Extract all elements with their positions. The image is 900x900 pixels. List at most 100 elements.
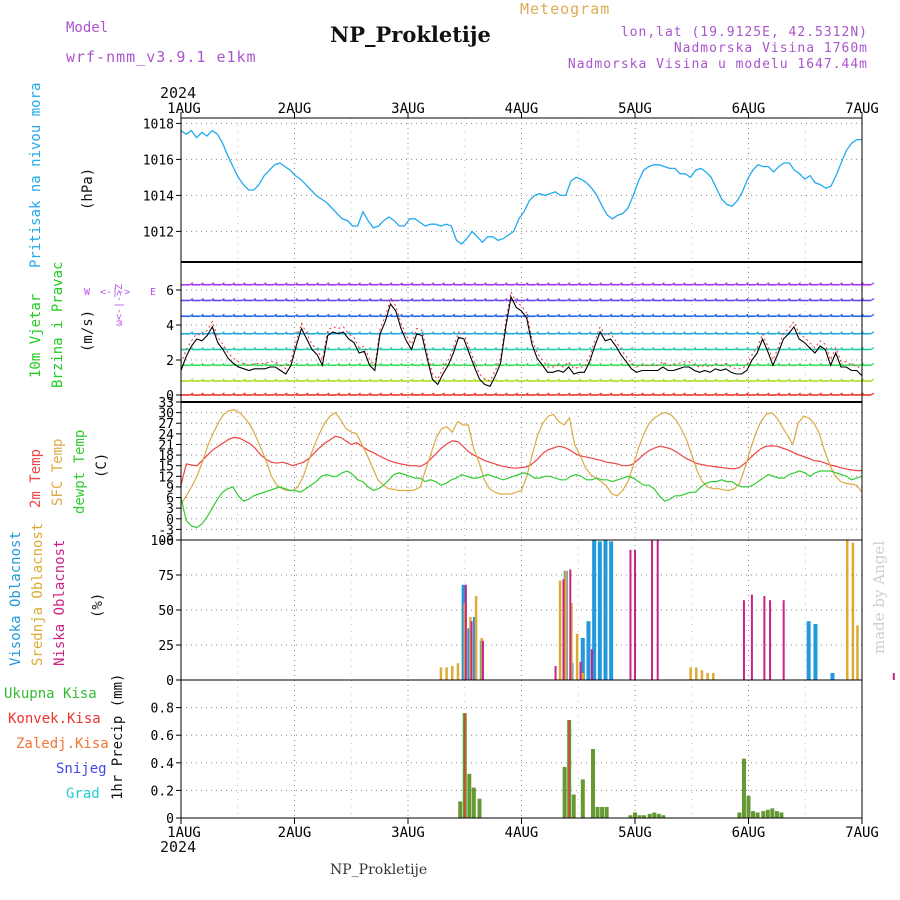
wind-arrow-head xyxy=(828,282,833,286)
wind-arrow-head xyxy=(441,378,445,382)
wind-arrow-head xyxy=(503,282,508,286)
wind-arrow-head xyxy=(797,313,802,317)
wind-arrow-head xyxy=(294,362,299,366)
wind-arrow-head xyxy=(692,346,697,351)
y-tick-label: 0.8 xyxy=(151,702,174,717)
wind-arrow-head xyxy=(200,346,204,351)
wind-arrow-head xyxy=(545,392,550,396)
wind-arrow-head xyxy=(755,378,760,382)
wind-arrow-head xyxy=(304,378,309,382)
wind-arrow-head xyxy=(336,297,341,302)
wind-arrow-head xyxy=(535,282,540,286)
wind-arrow-head xyxy=(577,362,582,366)
wind-arrow-head xyxy=(556,297,561,302)
wind-arrow-head xyxy=(357,331,361,335)
wind-arrow-head xyxy=(828,297,833,302)
wind-arrow-head xyxy=(692,392,697,396)
x-tick-label-bottom: 5AUG xyxy=(618,825,652,841)
y-tick-label: 33 xyxy=(158,396,174,411)
cloud-mid-bar xyxy=(469,617,472,680)
wind-arrow-head xyxy=(765,378,770,382)
wind-arrow-head xyxy=(462,362,466,366)
wind-arrow-head xyxy=(252,392,257,396)
wind-arrow-head xyxy=(503,392,508,396)
wind-arrow-head xyxy=(388,331,393,335)
wind-arrow-head xyxy=(304,392,309,396)
wind-arrow-head xyxy=(807,362,812,366)
precip-total-bar xyxy=(751,811,756,818)
wind-arrow-head xyxy=(797,282,802,286)
wind-arrow-head xyxy=(650,378,655,382)
wind-arrow-head xyxy=(587,392,592,396)
wind-arrow-head xyxy=(514,378,519,382)
wind-arrow-head xyxy=(294,297,299,302)
precip-conv-bar xyxy=(464,713,466,818)
wind-arrow-head xyxy=(556,346,561,351)
wind-arrow-head xyxy=(870,392,875,396)
wind-arrow-head xyxy=(870,362,875,366)
wind-arrow-head xyxy=(587,331,592,335)
wind-arrow-head xyxy=(765,282,770,286)
model-name: wrf-nmm_v3.9.1 e1km xyxy=(66,48,257,66)
wind-arrow-head xyxy=(294,282,299,286)
wind-arrow-head xyxy=(556,313,561,317)
wind-arrow-head xyxy=(797,392,802,396)
wind-arrow-head xyxy=(703,313,707,317)
y-tick-label: 0.2 xyxy=(151,784,174,799)
wind-arrow-head xyxy=(283,378,288,382)
wind-arrow-head xyxy=(755,297,760,302)
wind-arrow-head xyxy=(325,346,330,351)
cloud-mid-bar xyxy=(558,580,562,680)
wind-arrow-head xyxy=(503,378,508,382)
cloud-low-bar xyxy=(892,673,895,680)
pressure-line xyxy=(180,129,862,245)
y-tick-label: 1012 xyxy=(143,225,174,240)
wind-arrow-head xyxy=(200,362,204,366)
wind-arrow-head xyxy=(472,378,477,382)
precip-total-bar xyxy=(746,795,751,818)
wind-arrow-head xyxy=(273,331,278,335)
wind-arrow-head xyxy=(598,362,602,366)
wind-arrow-head xyxy=(587,297,592,302)
wind-arrow-head xyxy=(765,331,770,335)
wind-arrow-head xyxy=(828,313,833,317)
wind-arrow-head xyxy=(231,346,236,351)
t2m-line xyxy=(180,435,862,486)
wind-arrow-head xyxy=(409,297,414,302)
wind-arrow-head xyxy=(273,282,278,286)
wind-arrow-head xyxy=(210,362,215,366)
wind-arrow-head xyxy=(451,282,456,286)
model-label: Model xyxy=(66,20,109,36)
wind-arrow-head xyxy=(514,346,519,351)
wind-arrow-head xyxy=(472,392,477,396)
wind-arrow-head xyxy=(849,282,854,286)
wind-arrow-head xyxy=(378,297,382,302)
wind-arrow-head xyxy=(849,297,854,302)
wind-arrow-head xyxy=(828,378,833,382)
wind-arrow-head xyxy=(514,282,519,286)
wind-arrow-head xyxy=(441,297,445,302)
wind-arrow-head xyxy=(870,346,875,351)
wind-arrow-head xyxy=(566,313,571,317)
wind-arrow-head xyxy=(608,346,613,351)
cloud-high-bar xyxy=(597,541,602,680)
wind-arrow-head xyxy=(357,378,361,382)
wind-arrow-head xyxy=(786,297,791,302)
station-coords: lon,lat (19.9125E, 42.5312N) xyxy=(620,25,868,40)
wind-arrow-head xyxy=(566,378,571,382)
precip-total-bar xyxy=(761,811,766,818)
cloud-mid-bar xyxy=(695,667,698,680)
wind-arrow-head xyxy=(640,378,644,382)
wind-arrow-head xyxy=(200,378,204,382)
wind-arrow-head xyxy=(671,313,676,317)
wind-arrow-head xyxy=(346,392,351,396)
wind-arrow-head xyxy=(703,362,707,366)
wind-arrow-head xyxy=(514,297,519,302)
wind-arrow-head xyxy=(242,346,246,351)
wind-arrow-head xyxy=(493,392,498,396)
wind-arrow-head xyxy=(818,346,822,351)
wind-arrow-head xyxy=(640,346,644,351)
x-tick-label-top: 7AUG xyxy=(845,101,879,117)
cloud-high-bar xyxy=(813,624,818,680)
